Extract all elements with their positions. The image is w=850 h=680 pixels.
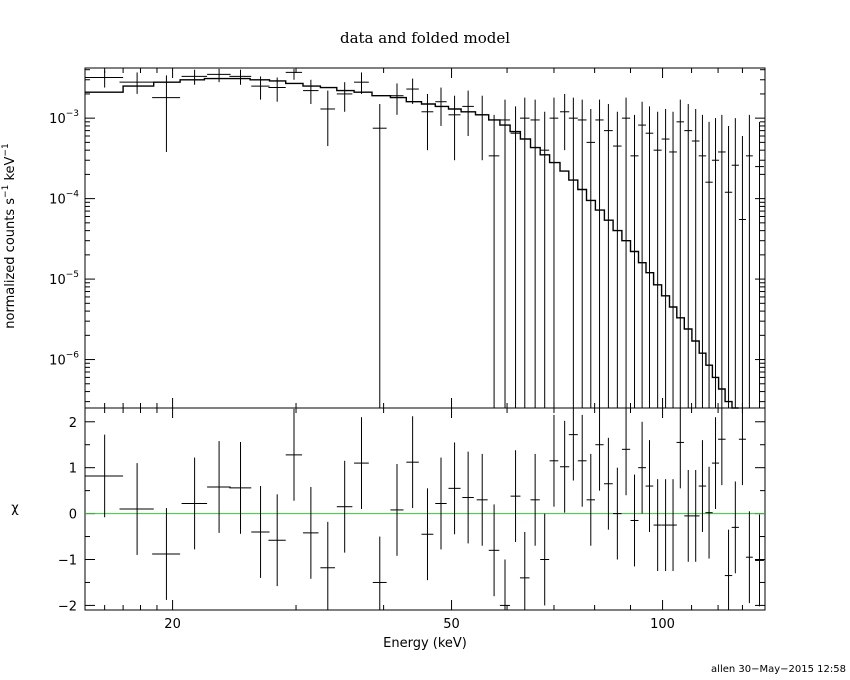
top-panel: 10−310−410−510−6 [49, 67, 766, 409]
model-step-line [85, 77, 739, 409]
y-tick-label: 10−5 [49, 270, 79, 288]
ylabel-part-2: keV [3, 156, 18, 184]
y-tick-exponent: −3 [66, 109, 79, 119]
residual-y-tick-label: −1 [58, 554, 77, 569]
residual-y-tick-label: 1 [69, 462, 77, 477]
y-tick-exponent: −6 [66, 351, 80, 361]
residual-y-tick-label: −2 [58, 599, 77, 614]
spectrum-y-axis-label: normalized counts s−1 keV−1 [1, 143, 18, 328]
spectrum-frame [84, 67, 766, 409]
ylabel-sup-1: −1 [1, 185, 11, 198]
y-tick-base: 10 [49, 193, 66, 208]
y-tick-base: 10 [49, 112, 66, 127]
residual-y-tick-label: 2 [69, 416, 77, 431]
residual-frame [84, 407, 766, 611]
residual-panel: 20 50 100 −2 −1 0 1 2 [58, 407, 766, 632]
footer-timestamp: allen 30−May−2015 12:58 [711, 664, 846, 675]
x-tick-label: 100 [650, 617, 675, 632]
residual-y-tick-label: 0 [69, 508, 77, 523]
y-tick-exponent: −5 [66, 270, 79, 280]
ylabel-sup-2: −1 [1, 143, 11, 156]
y-tick-exponent: −4 [66, 190, 80, 200]
x-tick-label: 50 [443, 617, 460, 632]
y-tick-label: 10−6 [49, 351, 79, 369]
x-axis-label: Energy (keV) [383, 636, 467, 651]
y-tick-base: 10 [49, 354, 66, 369]
residual-y-axis-label: χ [11, 501, 19, 516]
y-tick-label: 10−3 [49, 109, 79, 127]
x-tick-label: 20 [164, 617, 181, 632]
y-tick-base: 10 [49, 273, 66, 288]
y-tick-label: 10−4 [49, 190, 79, 208]
ylabel-part-1: normalized counts s [3, 198, 18, 329]
chart-title: data and folded model [340, 29, 510, 47]
